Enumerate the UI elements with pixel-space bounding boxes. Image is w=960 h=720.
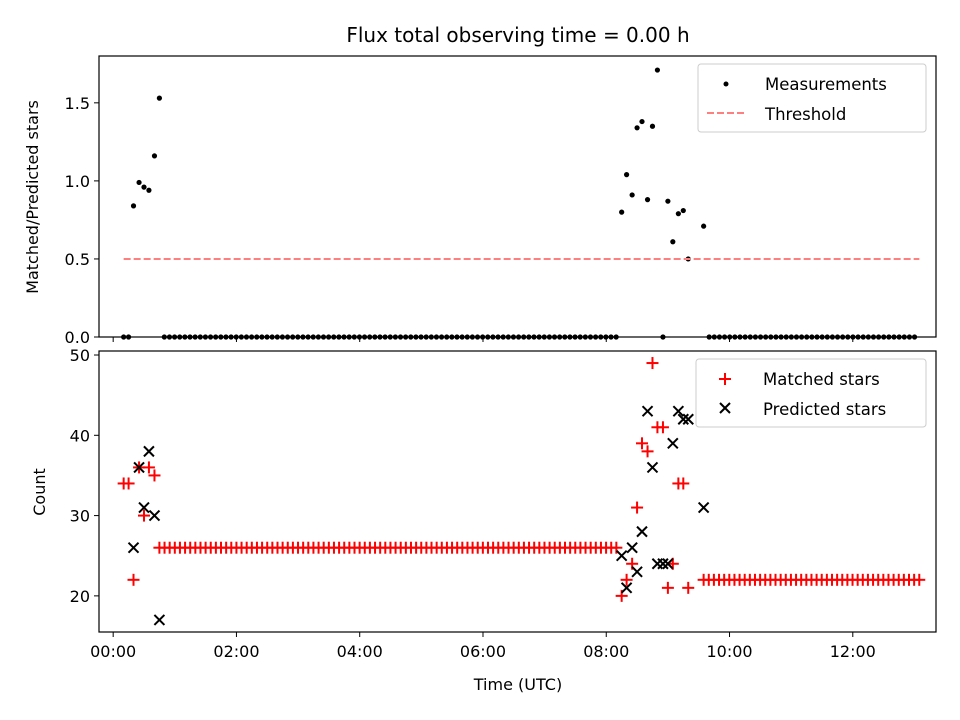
measurement-point (654, 67, 661, 73)
predicted-stars-point (646, 461, 659, 474)
predicted-stars-point (697, 501, 710, 514)
matched-stars-point (641, 445, 654, 458)
legend-predicted-marker (719, 402, 731, 414)
measurement-point (130, 203, 137, 209)
predicted-stars-point (133, 461, 145, 474)
bottom-axes: 20 30 40 50 00:00 02:00 04:00 06:00 08:00 10:00 12… (70, 346, 876, 661)
top-legend-box (697, 63, 927, 133)
bottom-plot-area (117, 357, 926, 626)
bottom-panel: 20 30 40 50 00:00 02:00 04:00 06:00 08:00 10:00 12… (30, 346, 937, 694)
measurement-point (634, 125, 640, 131)
measurement-point (639, 118, 645, 125)
predicted-stars-point (641, 405, 654, 417)
predicted-stars-point (667, 437, 679, 450)
matched-stars-point (620, 573, 633, 586)
top-y-tick-label: 1.0 (65, 172, 90, 191)
measurement-point (675, 211, 681, 217)
x-tick-label: 12:00 (830, 642, 876, 661)
matched-stars-point (636, 437, 649, 450)
bottom-y-tick-label: 30 (70, 507, 90, 526)
bottom-axes-frame (98, 350, 937, 633)
matched-stars-point (913, 573, 926, 586)
x-tick-label: 06:00 (460, 642, 506, 661)
predicted-stars-point (672, 405, 685, 417)
top-legend: Measurements Threshold (697, 63, 927, 133)
matched-stars-point (677, 477, 690, 490)
legend-measurements-marker (723, 81, 729, 87)
legend-threshold-label: Threshold (764, 105, 846, 124)
bottom-y-tick-label: 40 (70, 426, 90, 445)
predicted-stars-point (148, 509, 161, 522)
measurement-point (146, 187, 152, 193)
predicted-stars-point (626, 541, 638, 554)
x-tick-label: 04:00 (337, 642, 383, 661)
predicted-stars-point (662, 558, 674, 570)
predicted-stars-point (631, 566, 643, 578)
predicted-stars-point (682, 413, 694, 425)
measurement-point (141, 184, 147, 190)
x-tick-label: 00:00 (90, 642, 136, 661)
top-y-tick-label: 0.0 (65, 328, 90, 347)
top-panel: 0.0 0.5 1.0 1.5 Matched/Predicted stars Mea… (23, 55, 937, 347)
bottom-y-tick-label: 20 (70, 587, 90, 606)
matched-stars-point (127, 573, 140, 586)
top-y-tick-label: 1.5 (65, 94, 90, 113)
predicted-stars-point (620, 582, 633, 594)
measurement-point (619, 209, 625, 215)
bottom-legend: Matched stars Predicted stars (695, 358, 927, 428)
measurement-point (701, 223, 707, 229)
matched-stars-point (631, 501, 644, 514)
predicted-stars-point (127, 541, 140, 554)
predicted-stars-point (138, 501, 150, 514)
measurement-point (629, 192, 635, 198)
legend-measurements-label: Measurements (765, 75, 887, 94)
bottom-y-tick-label: 50 (70, 346, 90, 365)
matched-stars-point (682, 581, 695, 594)
measurement-point (649, 123, 656, 129)
measurement-point (156, 95, 163, 101)
legend-matched-marker (719, 373, 731, 385)
top-axes: 0.0 0.5 1.0 1.5 (65, 94, 854, 347)
measurement-point (670, 239, 676, 245)
legend-predicted-label: Predicted stars (763, 400, 886, 419)
matched-stars-point (661, 581, 674, 594)
top-axes-frame (98, 55, 937, 338)
matched-stars-point (148, 469, 161, 482)
measurement-point (680, 207, 686, 214)
measurement-point (151, 153, 158, 159)
x-tick-label: 02:00 (213, 642, 259, 661)
measurement-point (665, 198, 671, 204)
bottom-legend-box (695, 358, 927, 428)
x-axis-title: Time (UTC) (473, 675, 562, 694)
measurement-point (623, 172, 630, 178)
matched-stars-point (646, 357, 659, 370)
top-y-tick-label: 0.5 (65, 250, 90, 269)
top-y-axis-title: Matched/Predicted stars (23, 100, 42, 294)
legend-matched-label: Matched stars (763, 370, 880, 389)
predicted-stars-point (615, 550, 628, 562)
measurement-point (136, 179, 142, 186)
predicted-stars-point (143, 445, 155, 458)
predicted-stars-point (677, 413, 690, 425)
matched-stars-point (656, 421, 669, 434)
measurement-point (644, 197, 651, 203)
matched-stars-point (137, 509, 150, 522)
chart-title: Flux total observing time = 0.00 h (346, 23, 689, 47)
predicted-stars-point (153, 614, 166, 626)
x-tick-label: 08:00 (583, 642, 629, 661)
matched-stars-point (142, 461, 155, 474)
bottom-y-axis-title: Count (30, 468, 49, 516)
predicted-stars-point (636, 525, 648, 538)
matched-stars-point (122, 477, 135, 490)
x-tick-label: 10:00 (706, 642, 752, 661)
predicted-stars-point (657, 558, 669, 570)
